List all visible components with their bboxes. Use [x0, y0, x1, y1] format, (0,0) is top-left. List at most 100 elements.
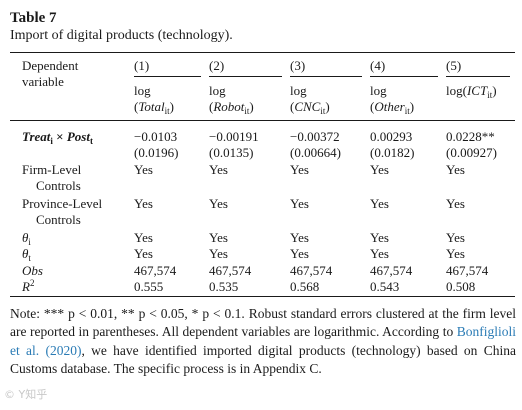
obs-col-2: 467,574: [209, 263, 252, 278]
col-5-dv: log(ICTit): [446, 83, 497, 100]
se-col-5: (0.00927): [446, 145, 497, 160]
header-rule: [10, 120, 515, 121]
coef-col-1: −0.0103: [134, 129, 178, 144]
obs-col-4: 467,574: [370, 263, 413, 278]
col-1-dv-log: log: [134, 83, 151, 98]
theta-i-col-3: Yes: [290, 230, 309, 245]
col-3-dv-var: (CNCit): [290, 99, 330, 116]
theta-t-col-1: Yes: [134, 246, 153, 261]
obs-label: Obs: [22, 263, 43, 278]
r2-sup: 2: [29, 278, 35, 288]
obs-col-3: 467,574: [290, 263, 333, 278]
col-5-rule: [446, 76, 510, 77]
col-1-number: (1): [134, 58, 150, 73]
coef-col-5: 0.0228**: [446, 129, 495, 144]
bottom-rule: [10, 296, 515, 297]
firm-controls-col-2: Yes: [209, 162, 228, 177]
table-number: Table 7: [10, 10, 57, 26]
times-symbol: ×: [52, 129, 67, 144]
r2-col-2: 0.535: [209, 279, 239, 294]
col-2-dv-var: (Robotit): [209, 99, 254, 116]
top-rule: [10, 52, 515, 53]
firm-controls-col-1: Yes: [134, 162, 153, 177]
post-sub: t: [89, 136, 93, 146]
col-2-rule: [209, 76, 282, 77]
col-3-rule: [290, 76, 362, 77]
col-4-dv-name: Other: [374, 99, 405, 114]
theta-t-col-3: Yes: [290, 246, 309, 261]
coef-col-2: −0.00191: [209, 129, 259, 144]
col-4-dv-sub: it: [404, 106, 410, 116]
row-label-obs: Obs: [22, 263, 43, 279]
col-5-dv-sub: it: [487, 90, 493, 100]
r2-col-5: 0.508: [446, 279, 476, 294]
theta-i-col-2: Yes: [209, 230, 228, 245]
col-1-dv-sub: it: [164, 106, 170, 116]
col-2-dv-sub: it: [244, 106, 250, 116]
col-3-dv-log: log: [290, 83, 307, 98]
province-controls-col-5: Yes: [446, 196, 465, 211]
coef-col-4: 0.00293: [370, 129, 413, 144]
firm-controls-col-3: Yes: [290, 162, 309, 177]
row-label-theta-i: θi: [22, 230, 31, 247]
se-col-4: (0.0182): [370, 145, 415, 160]
theta-t-col-4: Yes: [370, 246, 389, 261]
col-3-dv-name: CNC: [294, 99, 321, 114]
r2-col-4: 0.543: [370, 279, 400, 294]
citation-link[interactable]: Bonfiglioli et al. (2020): [10, 324, 516, 358]
col-2-number: (2): [209, 58, 225, 73]
watermark: © Y知乎: [4, 388, 48, 401]
row-label-treat-post: Treati × Postt: [22, 129, 93, 146]
row-label-firm-controls-2: Controls: [36, 178, 81, 193]
post-label: Post: [66, 129, 90, 144]
col-5-dv-log: log: [446, 83, 463, 98]
row-label-province-controls-2: Controls: [36, 212, 81, 227]
stub-header-line1: Dependent: [22, 58, 79, 73]
col-5-dv-name: ICT: [466, 83, 488, 98]
col-3-dv-sub: it: [320, 106, 326, 116]
col-1-dv-var: (Totalit): [134, 99, 174, 116]
row-label-province-controls-1: Province-Level: [22, 196, 103, 211]
col-2-dv-name: Robot: [213, 99, 245, 114]
province-controls-col-4: Yes: [370, 196, 389, 211]
treat-label: Treat: [22, 129, 51, 144]
note-text-2: , we have identified imported digital pr…: [10, 342, 516, 377]
theta-i-sub: i: [28, 237, 31, 247]
col-1-dv-name: Total: [138, 99, 165, 114]
theta-i-col-4: Yes: [370, 230, 389, 245]
theta-i-col-1: Yes: [134, 230, 153, 245]
se-col-2: (0.0135): [209, 145, 254, 160]
row-label-firm-controls-1: Firm-Level: [22, 162, 82, 177]
coef-col-3: −0.00372: [290, 129, 340, 144]
table-title-block: Table 7 Import of digital products (tech…: [10, 9, 515, 45]
col-5-number: (5): [446, 58, 462, 73]
theta-t-sub: t: [28, 253, 31, 263]
col-4-number: (4): [370, 58, 386, 73]
province-controls-col-1: Yes: [134, 196, 153, 211]
treat-sub: i: [50, 136, 53, 146]
province-controls-col-3: Yes: [290, 196, 309, 211]
theta-t-col-5: Yes: [446, 246, 465, 261]
se-col-3: (0.00664): [290, 145, 341, 160]
obs-col-1: 467,574: [134, 263, 177, 278]
table-caption: Import of digital products (technology).: [10, 28, 233, 43]
col-4-dv-var: (Otherit): [370, 99, 415, 116]
theta-t-symbol: θ: [22, 246, 29, 261]
note-text-1: Note: *** p < 0.01, ** p < 0.05, * p < 0…: [10, 306, 516, 340]
se-col-1: (0.0196): [134, 145, 179, 160]
stub-header-line2: variable: [22, 74, 64, 89]
r2-col-3: 0.568: [290, 279, 320, 294]
province-controls-col-2: Yes: [209, 196, 228, 211]
col-4-dv-log: log: [370, 83, 387, 98]
firm-controls-col-5: Yes: [446, 162, 465, 177]
col-3-number: (3): [290, 58, 306, 73]
firm-controls-col-4: Yes: [370, 162, 389, 177]
theta-t-col-2: Yes: [209, 246, 228, 261]
theta-i-symbol: θ: [22, 230, 29, 245]
r2-col-1: 0.555: [134, 279, 164, 294]
row-label-theta-t: θt: [22, 246, 31, 263]
row-label-r2: R2: [22, 279, 34, 295]
r2-label: R: [22, 279, 30, 294]
col-4-rule: [370, 76, 438, 77]
